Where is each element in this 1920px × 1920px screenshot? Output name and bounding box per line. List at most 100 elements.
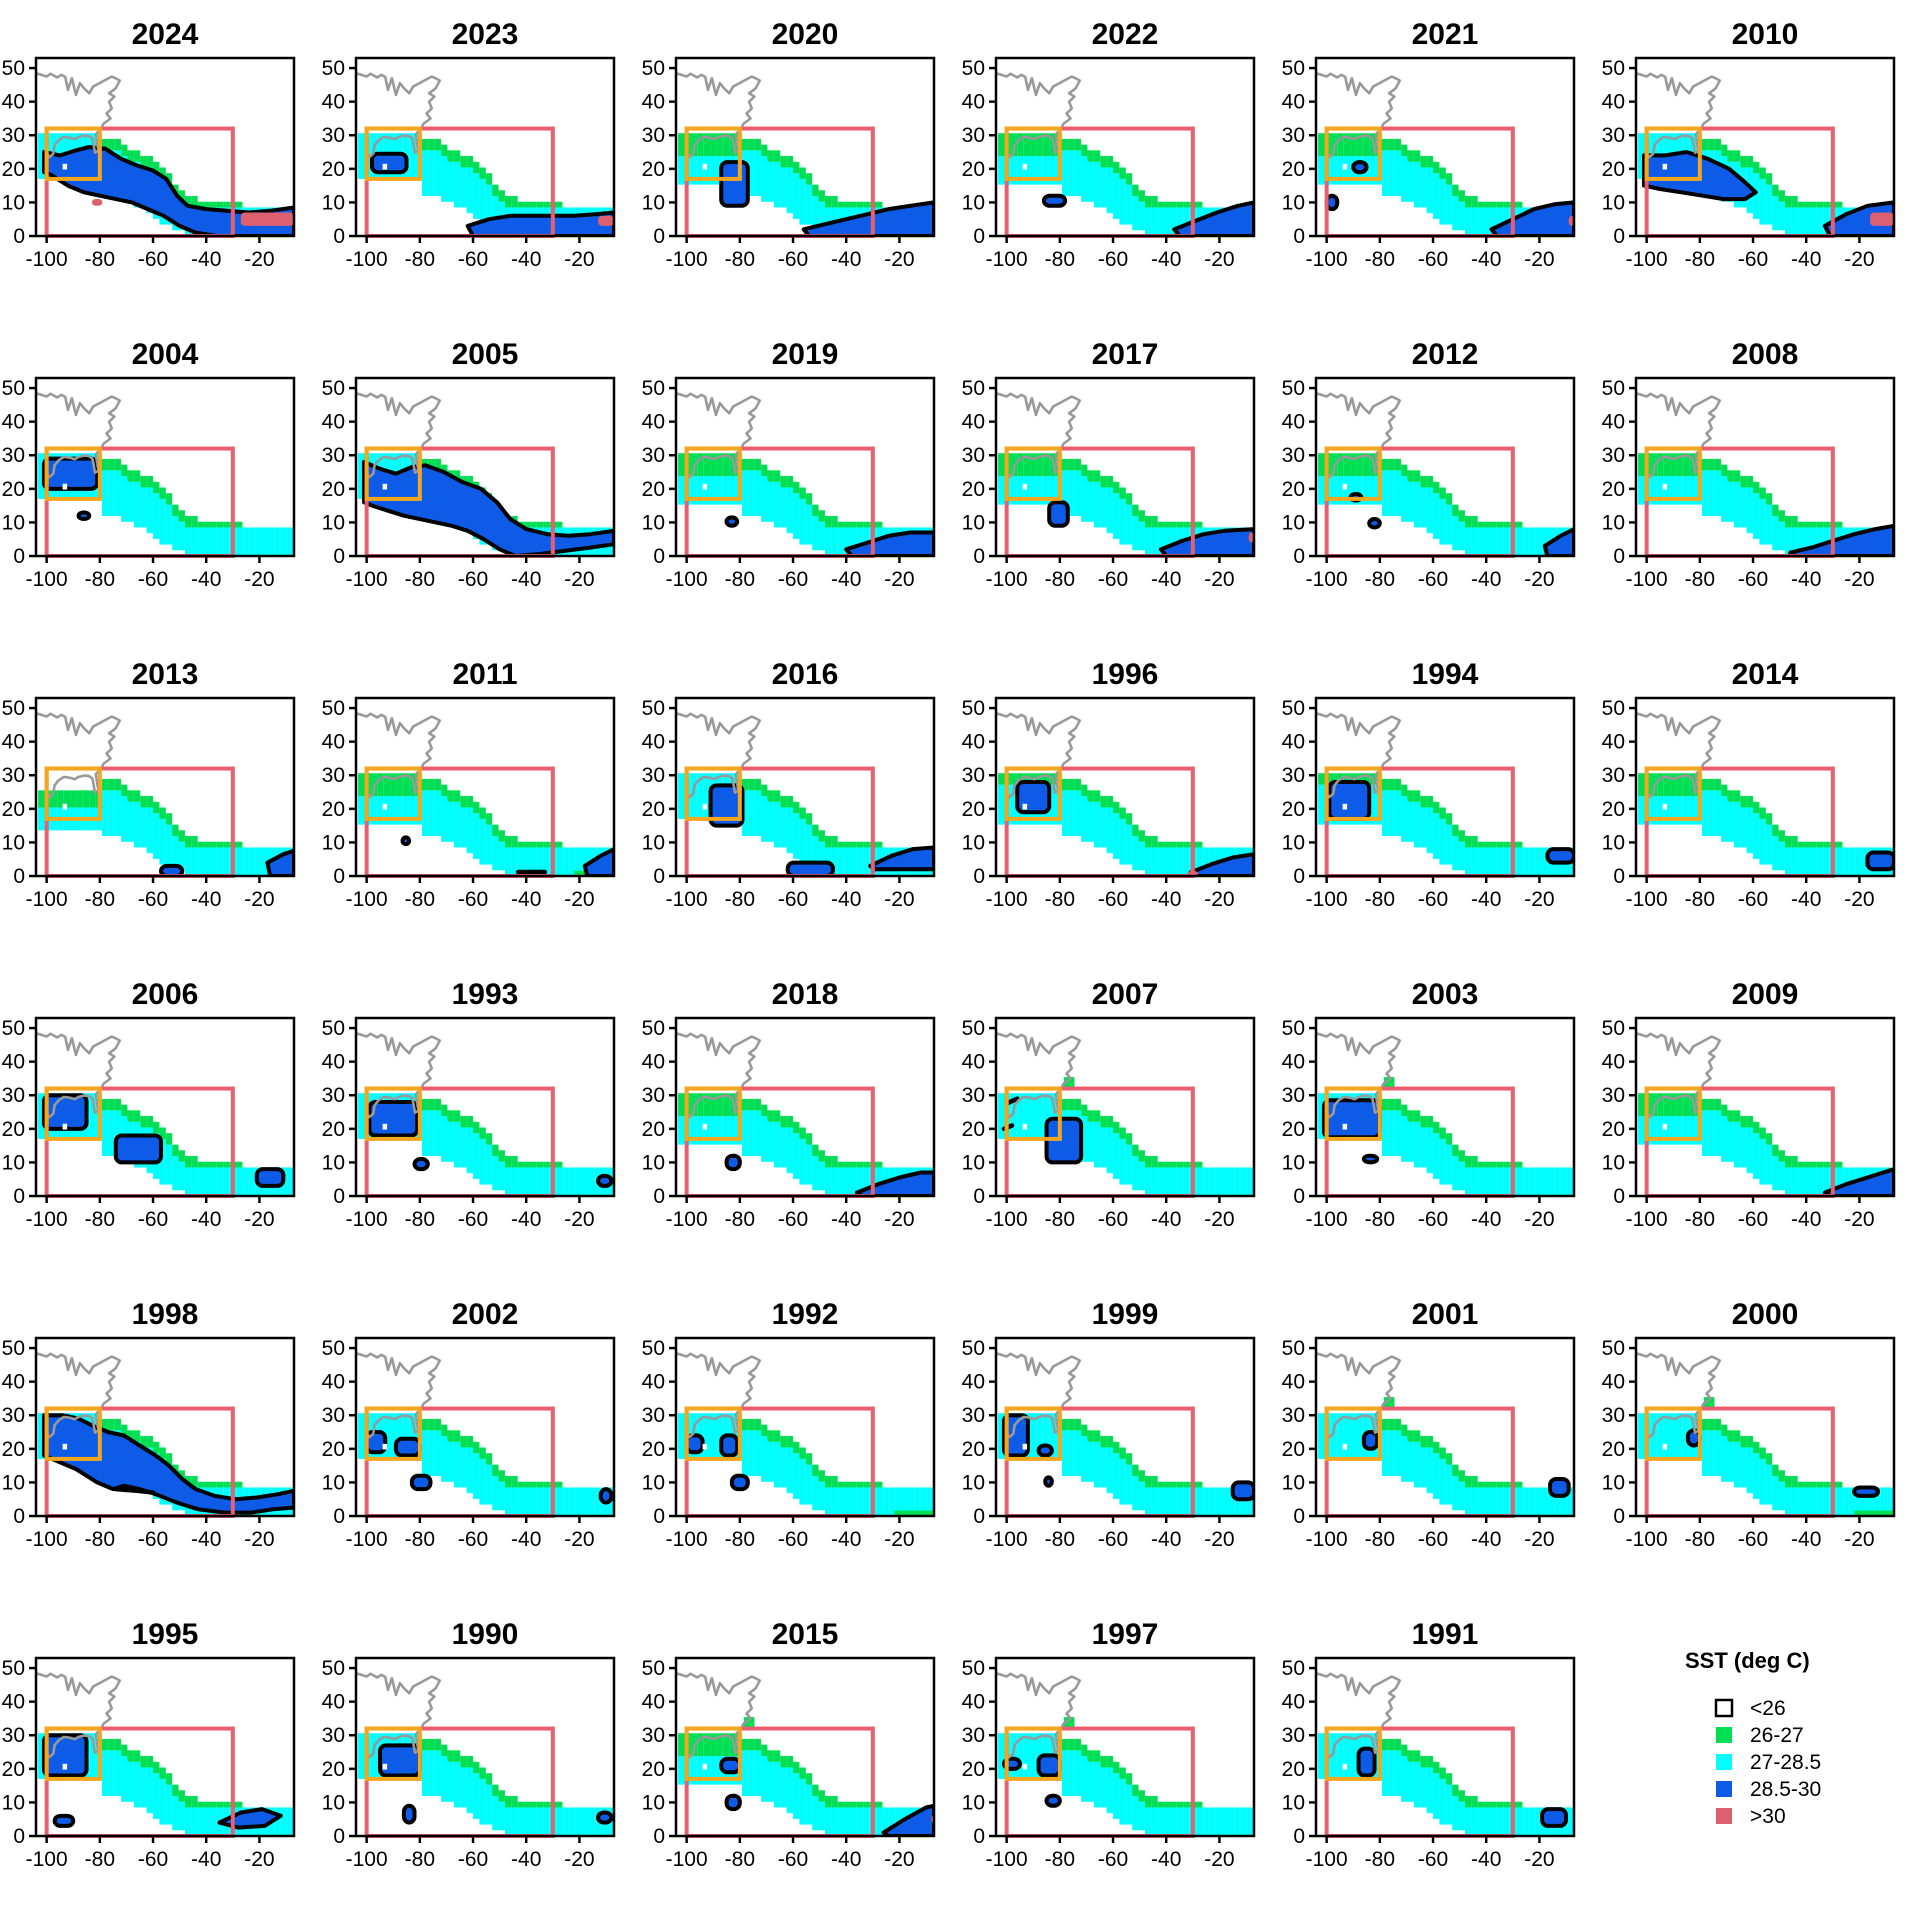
sst-cell-27-28.5	[236, 1167, 243, 1196]
x-tick-label: -20	[244, 568, 274, 591]
map-panel-1991: -100 -80 -60 -40 -20 0 10 20 30 40 50 1991	[1280, 1600, 1600, 1920]
sst-cell-27-28.5	[1138, 201, 1145, 231]
sst-cell-27-28.5	[479, 1138, 486, 1185]
sst-cell-27-28.5	[1042, 156, 1050, 185]
sst-cell-27-28.5	[1490, 527, 1497, 556]
map-panel-2003: -100 -80 -60 -40 -20 0 10 20 30 40 50 2003	[1280, 960, 1600, 1280]
sst-cell-27-28.5	[1714, 1110, 1722, 1157]
sst-cell-26-27	[1496, 841, 1504, 848]
sst-cell-27-28.5	[1670, 1116, 1677, 1145]
sst-cell-26-27	[504, 196, 512, 208]
y-tick-label: 30	[642, 1084, 665, 1107]
sst-cell-26-27	[1516, 1801, 1523, 1808]
sst-cell-27-28.5	[524, 1487, 531, 1516]
x-tick-label: -20	[564, 1208, 594, 1231]
sst-cell-26-27	[1740, 156, 1747, 168]
sst-cell-26-27	[812, 184, 819, 197]
sst-cell-27-28.5	[850, 1167, 857, 1196]
sst-cell-27-28.5	[1439, 498, 1446, 545]
x-tick-label: -60	[138, 248, 168, 271]
sst-cell-26-27	[1106, 476, 1114, 488]
sst-cell-26-27	[165, 493, 173, 505]
sst-cell-26-27	[133, 1110, 141, 1122]
orange-region-box	[364, 126, 422, 181]
sst-cell-26-27	[1471, 1476, 1478, 1488]
sst-cell-26-27	[1791, 196, 1798, 208]
sst-cell-27-28.5	[754, 1430, 762, 1477]
sst-cell-26-27	[498, 1790, 505, 1802]
sst-cell-lt26	[1022, 1123, 1028, 1130]
sst-cell-27-28.5	[1087, 1761, 1094, 1802]
sst-cell-27-28.5	[530, 1487, 537, 1516]
y-tick-label: 50	[2, 1657, 25, 1680]
sst-cell-27-28.5	[1381, 1430, 1389, 1477]
sst-cell-27-28.5	[1721, 1116, 1728, 1162]
sst-cell-26-27	[1151, 516, 1158, 528]
sst-cell-27-28.5	[159, 1138, 166, 1185]
panel-border	[994, 1336, 1256, 1518]
sst-cell-27-28.5	[824, 1807, 832, 1836]
sst-cell-26-27	[1074, 458, 1082, 471]
x-tick-label: -80	[725, 888, 755, 911]
sst-cell-27-28.5	[377, 796, 384, 825]
x-tick-label: -100	[346, 568, 388, 591]
sst-cell-26-27	[1439, 1767, 1446, 1779]
x-tick-label: -60	[1738, 1528, 1768, 1551]
sst-cell-27-28.5	[1784, 207, 1792, 236]
coastline	[356, 1351, 442, 1439]
sst-cell-27-28.5	[165, 1144, 173, 1185]
y-tick-label: 0	[1293, 225, 1305, 248]
sst-region-28.5-30	[1542, 527, 1574, 556]
sst-cell-26-27	[1383, 1077, 1395, 1091]
sst-cell-26-27	[223, 1161, 230, 1168]
sst-cell-26-27	[191, 1476, 198, 1488]
sst-cell-26-27	[127, 1750, 134, 1762]
x-tick-label: -60	[458, 1528, 488, 1551]
y-tick-label: 30	[2, 764, 25, 787]
sst-cell-26-27	[754, 1098, 762, 1111]
sst-cell-27-28.5	[466, 167, 474, 214]
sst-cell-26-27	[236, 841, 243, 848]
y-tick-label: 40	[2, 411, 25, 434]
sst-cell-26-27	[793, 1121, 800, 1134]
x-tick-label: -40	[1791, 888, 1821, 911]
y-tick-label: 40	[322, 731, 345, 754]
y-tick-label: 20	[2, 158, 25, 181]
sst-cell-27-28.5	[1516, 527, 1523, 556]
coastline	[996, 391, 1082, 479]
y-tick-label: 30	[1282, 1724, 1305, 1747]
y-tick-label: 40	[322, 91, 345, 114]
x-tick-label: -40	[831, 1848, 861, 1871]
sst-cell-26-27	[517, 1801, 525, 1808]
sst-cell-26-27	[741, 1418, 749, 1431]
sst-cell-27-28.5	[812, 1476, 819, 1511]
sst-cell-27-28.5	[1023, 156, 1031, 185]
sst-cell-27-28.5	[1196, 1167, 1203, 1196]
sst-cell-26-27	[1765, 173, 1773, 185]
sst-cell-26-27	[761, 784, 768, 797]
sst-cell-27-28.5	[242, 847, 249, 876]
sst-cell-26-27	[824, 516, 832, 528]
sst-cell-27-28.5	[441, 156, 448, 202]
sst-cell-26-27	[1144, 1476, 1152, 1488]
coastline	[1316, 71, 1402, 159]
sst-cell-26-27	[844, 1801, 851, 1808]
sst-cell-27-28.5	[761, 476, 768, 522]
map-layers	[676, 1671, 934, 1836]
sst-cell-27-28.5	[274, 527, 281, 556]
sst-cell-27-28.5	[504, 1167, 512, 1196]
sst-cell-26-27	[1765, 493, 1773, 505]
sst-cell-27-28.5	[1388, 150, 1395, 197]
sst-cell-27-28.5	[165, 504, 173, 545]
x-tick-label: -40	[831, 1528, 861, 1551]
sst-cell-26-27	[697, 453, 704, 477]
sst-cell-26-27	[101, 138, 109, 151]
sst-cell-26-27	[1138, 830, 1145, 842]
sst-cell-27-28.5	[1784, 1487, 1792, 1516]
sst-cell-27-28.5	[587, 1807, 595, 1836]
sst-cell-27-28.5	[1823, 207, 1830, 236]
sst-cell-27-28.5	[447, 801, 454, 842]
y-tick-label: 10	[1282, 191, 1305, 214]
sst-cell-26-27	[504, 1796, 512, 1808]
sst-cell-27-28.5	[1464, 1487, 1472, 1516]
